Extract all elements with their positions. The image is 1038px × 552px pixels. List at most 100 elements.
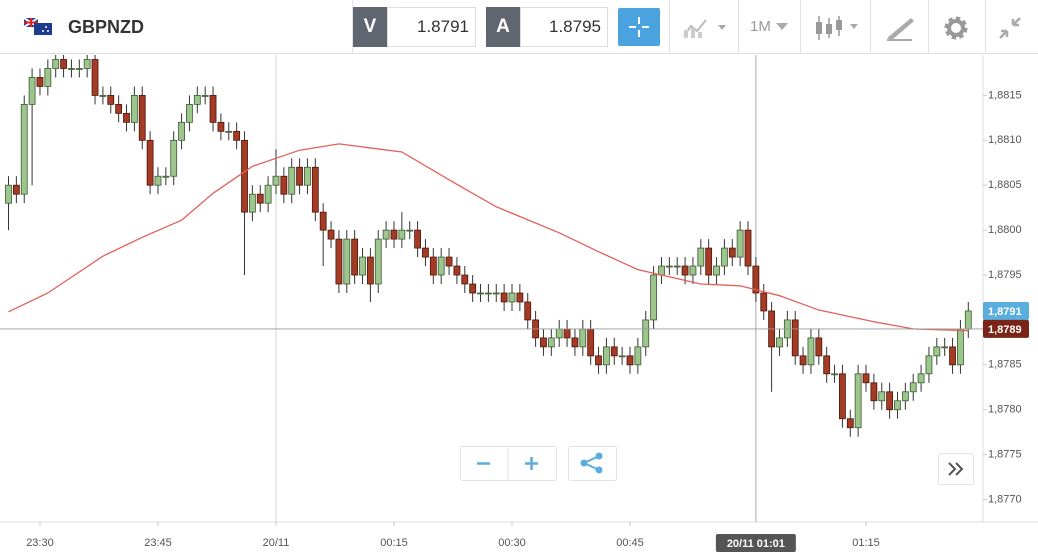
timeframe[interactable]: 1M	[750, 18, 771, 35]
symbol: GBPNZD	[68, 17, 144, 37]
candle-body	[634, 346, 642, 366]
candle-body	[123, 112, 130, 123]
candle-body	[665, 265, 673, 268]
candle-body	[933, 346, 941, 357]
candle-body	[618, 355, 626, 358]
candle-body	[225, 130, 233, 133]
candle-body	[799, 355, 807, 366]
candle-body	[170, 139, 178, 177]
candle-body	[791, 319, 799, 357]
candle-body	[453, 265, 461, 276]
candle-body	[752, 265, 760, 294]
candle-body	[288, 166, 296, 195]
candle-body	[422, 247, 429, 258]
y-tick-label: 1,8785	[988, 359, 1022, 371]
candle-body	[964, 310, 972, 330]
separator	[800, 0, 801, 54]
draw-button[interactable]	[884, 14, 916, 42]
candle-style-button[interactable]	[814, 14, 862, 42]
y-tick-label: 1,8780	[988, 404, 1022, 416]
candle-body	[957, 328, 964, 366]
candle-body	[831, 373, 838, 376]
sell-price[interactable]: 1.8791	[387, 7, 476, 47]
x-tick-label: 00:30	[498, 537, 526, 549]
candle-body	[461, 274, 469, 285]
y-tick-label: 1,8770	[988, 493, 1022, 505]
zoom-in[interactable]	[525, 457, 538, 470]
candle-body	[760, 292, 768, 312]
price-marker-label: 1,8789	[988, 324, 1022, 336]
candle-body	[296, 166, 303, 186]
candle-body	[83, 59, 91, 69]
candle-body	[839, 373, 846, 420]
separator	[985, 0, 986, 54]
chart-type-button[interactable]	[682, 16, 730, 40]
candle-body	[75, 68, 83, 70]
candle-body	[744, 229, 752, 267]
candle-body	[107, 95, 115, 105]
x-tick-label: 23:30	[26, 537, 54, 549]
candle-body	[351, 238, 359, 276]
y-tick-label: 1,8800	[988, 224, 1022, 236]
candle-body	[209, 95, 217, 123]
candle-body	[563, 328, 571, 339]
collapse-button[interactable]	[996, 14, 1024, 42]
candle-body	[941, 346, 949, 349]
candle-body	[233, 130, 241, 141]
candle-body	[20, 103, 28, 195]
candle-body	[901, 391, 909, 402]
candle-body	[595, 355, 602, 366]
candle-body	[815, 337, 823, 357]
candle-body	[807, 337, 815, 366]
y-tick-label: 1,8815	[988, 89, 1022, 101]
candle-body	[115, 103, 123, 114]
candle-body	[272, 175, 280, 186]
candle-body	[280, 175, 288, 195]
candle-body	[579, 328, 587, 348]
candle-body	[162, 175, 170, 178]
candle-body	[823, 355, 831, 375]
candle-body	[870, 382, 878, 402]
candle-body	[626, 355, 634, 366]
candle-body	[854, 373, 862, 429]
candle-body	[12, 184, 20, 195]
share-button[interactable]	[568, 446, 617, 481]
candle-body	[138, 95, 146, 141]
moving-average	[8, 143, 969, 332]
candle-body	[846, 418, 854, 429]
crosshair-button[interactable]	[618, 8, 660, 46]
candle-body	[689, 265, 697, 276]
candle-body	[681, 265, 689, 276]
buy-label[interactable]: A	[486, 7, 520, 47]
buy-price[interactable]: 1.8795	[520, 7, 608, 47]
candle-body	[886, 391, 894, 411]
candle-body	[319, 211, 327, 231]
candle-body	[909, 382, 917, 393]
candle-body	[547, 337, 555, 348]
candle-body	[429, 256, 437, 276]
price-marker-label: 1,8791	[988, 306, 1022, 318]
scroll-end-button[interactable]	[938, 453, 974, 485]
y-tick-label: 1,8795	[988, 269, 1022, 281]
separator	[352, 0, 353, 54]
candle-body	[217, 121, 225, 132]
candle-body	[587, 328, 595, 357]
toolbar: GBPNZD V 1.8791 A 1.8795 1M	[0, 0, 1038, 54]
plot-area	[0, 55, 983, 522]
settings-button[interactable]	[942, 14, 970, 42]
candle-body	[894, 400, 901, 411]
x-tick-label: 20/11	[263, 537, 290, 549]
candle-body	[445, 256, 453, 267]
candle-body	[335, 238, 343, 285]
candle-body	[469, 283, 477, 294]
x-tick-label: 23:45	[144, 537, 172, 549]
x-tick-label: 00:15	[380, 537, 408, 549]
candle-body	[154, 175, 162, 186]
separator	[738, 0, 739, 54]
crosshair-marker	[715, 534, 796, 552]
candle-body	[878, 391, 886, 402]
crosshair-label: 20/11 01:01	[727, 538, 785, 550]
sell-label[interactable]: V	[353, 7, 387, 47]
